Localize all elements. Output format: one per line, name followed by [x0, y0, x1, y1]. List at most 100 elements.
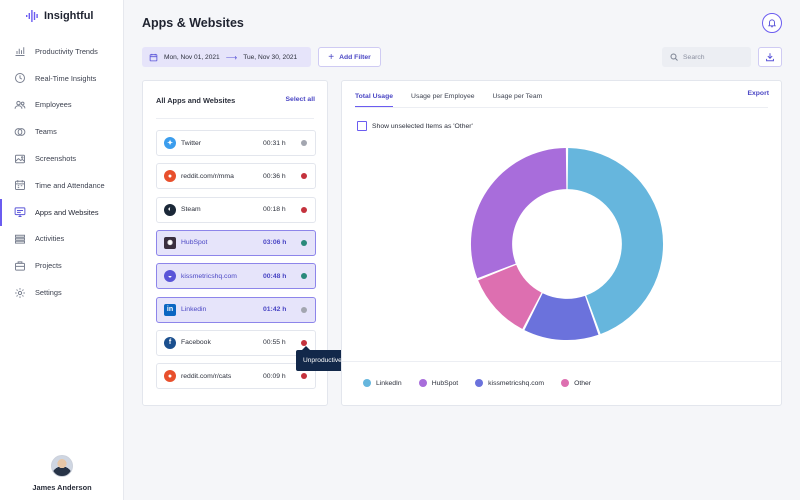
app-name: Steam — [181, 206, 201, 214]
show-unselected-option[interactable]: Show unselected Items as 'Other' — [357, 121, 473, 131]
status-dot[interactable] — [301, 273, 307, 280]
hubspot-icon: ✺ — [164, 236, 176, 249]
app-time: 00:48 h — [263, 272, 287, 280]
tab-usage-per-team[interactable]: Usage per Team — [492, 93, 543, 100]
search-icon — [670, 53, 678, 61]
select-all-link[interactable]: Select all — [285, 96, 315, 103]
add-filter-label: Add Filter — [339, 53, 371, 61]
status-dot[interactable] — [301, 173, 307, 180]
legend-label: LinkedIn — [376, 379, 402, 387]
app-list-item[interactable]: ✦ Twitter 00:31 h — [156, 130, 316, 156]
search-box[interactable] — [662, 47, 751, 67]
briefcase-icon — [13, 259, 26, 272]
legend-swatch — [561, 379, 570, 387]
users-icon — [13, 98, 26, 111]
sidebar-item-real-time-insights[interactable]: Real-Time Insights — [0, 65, 124, 92]
app-time: 00:36 h — [263, 172, 286, 180]
app-time: 00:55 h — [263, 339, 286, 347]
reddit-icon: ● — [164, 170, 176, 183]
sidebar-item-label: Real-Time Insights — [35, 73, 97, 83]
app-list-item[interactable]: in Linkedin 01:42 h — [156, 296, 316, 323]
legend-item[interactable]: kissmetricshq.com — [475, 379, 544, 387]
sidebar-item-label: Screenshots — [35, 154, 77, 164]
legend-swatch — [418, 379, 427, 387]
legend-swatch — [363, 379, 371, 387]
sidebar-item-label: Productivity Trends — [35, 46, 98, 56]
donut-slice-kissmetricshq-com[interactable] — [524, 293, 599, 341]
download-button[interactable] — [758, 47, 782, 67]
sidebar-item-label: Teams — [35, 127, 57, 137]
sidebar-item-settings[interactable]: Settings — [0, 279, 124, 306]
app-list-item[interactable]: f Facebook 00:55 h — [156, 329, 316, 356]
notifications-button[interactable] — [762, 13, 782, 33]
legend-label: HubSpot — [431, 379, 459, 387]
donut-slice-hubspot[interactable] — [470, 147, 567, 279]
logo[interactable]: Insightful — [26, 8, 94, 24]
date-start: Mon, Nov 01, 2021 — [164, 53, 220, 61]
sidebar-item-employees[interactable]: Employees — [0, 92, 124, 119]
legend-item[interactable]: LinkedIn — [363, 379, 402, 387]
app-name: HubSpot — [181, 239, 208, 247]
user-name: James Anderson — [32, 483, 92, 492]
sidebar-item-time-and-attendance[interactable]: Time and Attendance — [0, 172, 124, 199]
app-name: reddit.com/r/cats — [181, 372, 232, 380]
export-link[interactable]: Export — [747, 90, 769, 97]
plus-icon: + — [328, 51, 335, 63]
app-list-item[interactable]: ✺ HubSpot 03:06 h — [156, 229, 316, 256]
status-dot[interactable] — [301, 206, 307, 213]
steam-icon: ◐ — [164, 203, 176, 216]
bell-icon — [767, 19, 777, 28]
insightful-logo-icon — [26, 10, 38, 22]
page-title: Apps & Websites — [142, 16, 244, 30]
sidebar-item-teams[interactable]: Teams — [0, 118, 124, 145]
tab-usage-per-employee[interactable]: Usage per Employee — [411, 93, 475, 100]
divider — [342, 361, 781, 362]
sidebar-item-productivity-trends[interactable]: Productivity Trends — [0, 38, 124, 65]
status-dot[interactable] — [301, 140, 307, 146]
chart-bars-icon — [13, 45, 26, 58]
add-filter-button[interactable]: + Add Filter — [318, 47, 381, 67]
app-time: 01:42 h — [263, 306, 287, 313]
status-dot[interactable] — [301, 239, 307, 246]
sidebar-item-projects[interactable]: Projects — [0, 252, 124, 279]
teams-icon — [13, 125, 26, 138]
app-list-item[interactable]: ● reddit.com/r/cats 00:09 h — [156, 363, 316, 390]
date-range-picker[interactable]: Mon, Nov 01, 2021 ⟶ Tue, Nov 30, 2021 — [142, 47, 311, 67]
divider — [156, 118, 314, 119]
usage-donut-chart — [470, 147, 664, 341]
usage-tabs: Total Usage Usage per Employee Usage per T… — [355, 93, 542, 108]
image-icon — [13, 152, 26, 165]
twitter-icon: ✦ — [164, 137, 176, 149]
app-name: Twitter — [181, 139, 202, 147]
sidebar-item-label: Employees — [35, 100, 72, 110]
status-dot[interactable] — [301, 306, 307, 313]
app-time: 03:06 h — [263, 239, 287, 247]
show-unselected-label: Show unselected Items as 'Other' — [372, 122, 473, 130]
app-list-item[interactable]: ◒ kissmetricshq.com 00:48 h — [156, 263, 316, 290]
linkedin-icon: in — [164, 303, 176, 316]
show-unselected-checkbox[interactable] — [357, 121, 367, 131]
app-name: Facebook — [181, 339, 211, 347]
donut-slice-other[interactable] — [478, 264, 542, 330]
app-list-item[interactable]: ● reddit.com/r/mma 00:36 h — [156, 163, 316, 190]
legend-item[interactable]: HubSpot — [418, 379, 459, 387]
chart-legend: LinkedIn HubSpot kissmetricshq.com Other — [363, 379, 591, 387]
calendar-icon — [149, 53, 158, 61]
search-input[interactable] — [683, 53, 749, 61]
status-dot[interactable] — [301, 339, 307, 346]
donut-slice-linkedin[interactable] — [567, 147, 664, 334]
tab-total-usage[interactable]: Total Usage — [355, 93, 394, 108]
usage-panel: Total Usage Usage per Employee Usage per T… — [341, 80, 782, 406]
user-profile[interactable]: James Anderson — [0, 455, 124, 492]
sidebar-item-activities[interactable]: Activities — [0, 226, 124, 253]
legend-swatch — [475, 379, 484, 387]
avatar[interactable] — [51, 455, 73, 477]
sidebar-item-label: Activities — [35, 234, 65, 244]
status-dot[interactable] — [301, 373, 307, 380]
sidebar: Insightful Productivity Trends Real-Time … — [0, 0, 124, 500]
app-name: Linkedin — [181, 306, 207, 313]
sidebar-item-apps-and-websites[interactable]: Apps and Websites — [0, 198, 124, 226]
app-list-item[interactable]: ◐ Steam 00:18 h — [156, 196, 316, 223]
legend-item[interactable]: Other — [561, 379, 591, 387]
sidebar-item-screenshots[interactable]: Screenshots — [0, 145, 124, 172]
